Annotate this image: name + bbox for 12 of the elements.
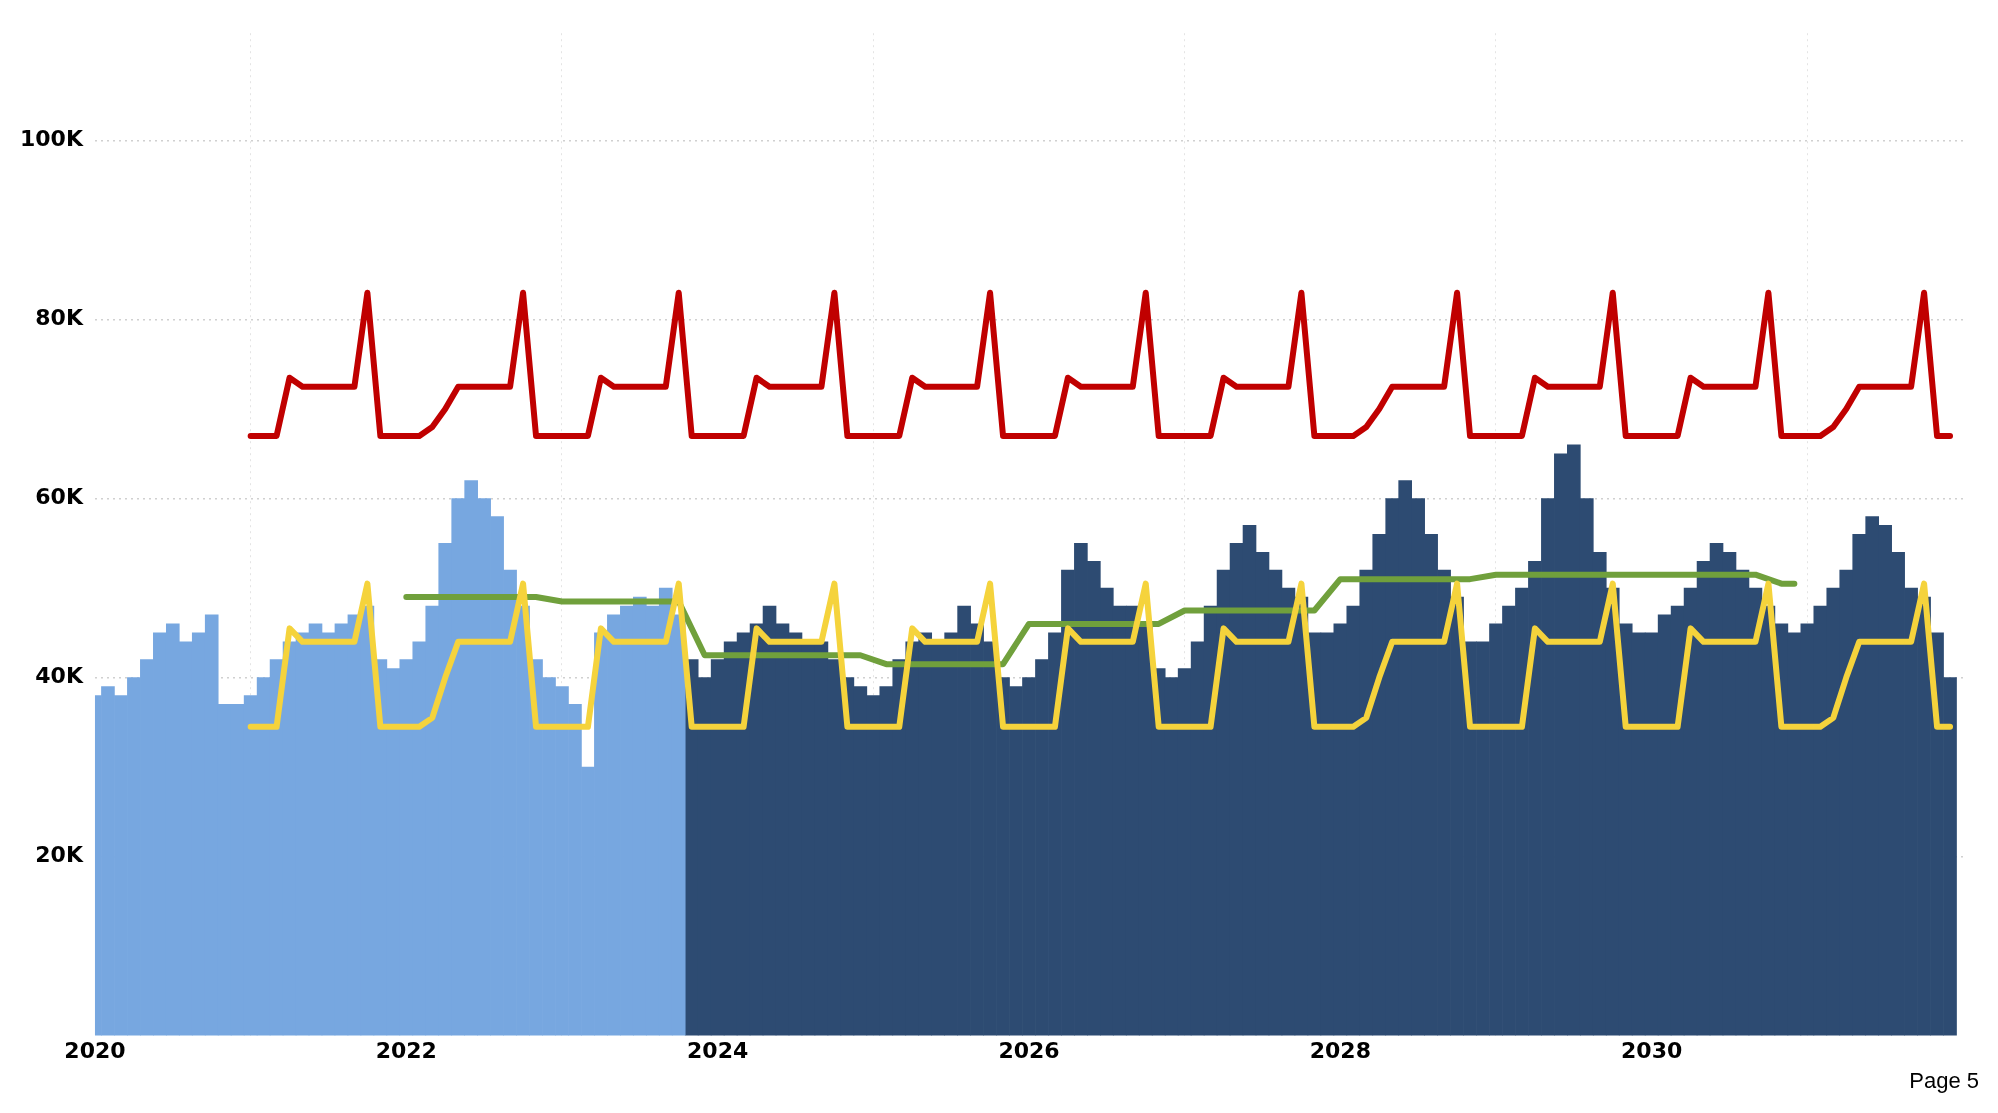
x-tick-label: 2020 bbox=[64, 1037, 126, 1063]
x-tick-label: 2024 bbox=[687, 1037, 749, 1063]
y-tick-label: 100K bbox=[19, 126, 84, 152]
y-tick-label: 60K bbox=[35, 484, 84, 510]
y-tick-label: 40K bbox=[35, 663, 84, 689]
y-tick-label: 20K bbox=[35, 842, 84, 868]
text: Page 5 bbox=[1908, 1068, 1980, 1094]
x-tick-label: 2022 bbox=[375, 1037, 437, 1063]
x-tick-label: 2028 bbox=[1309, 1037, 1371, 1063]
y-tick-label: 80K bbox=[35, 305, 84, 331]
x-tick-label: 2030 bbox=[1621, 1037, 1683, 1063]
x-tick-label: 2026 bbox=[998, 1037, 1060, 1063]
